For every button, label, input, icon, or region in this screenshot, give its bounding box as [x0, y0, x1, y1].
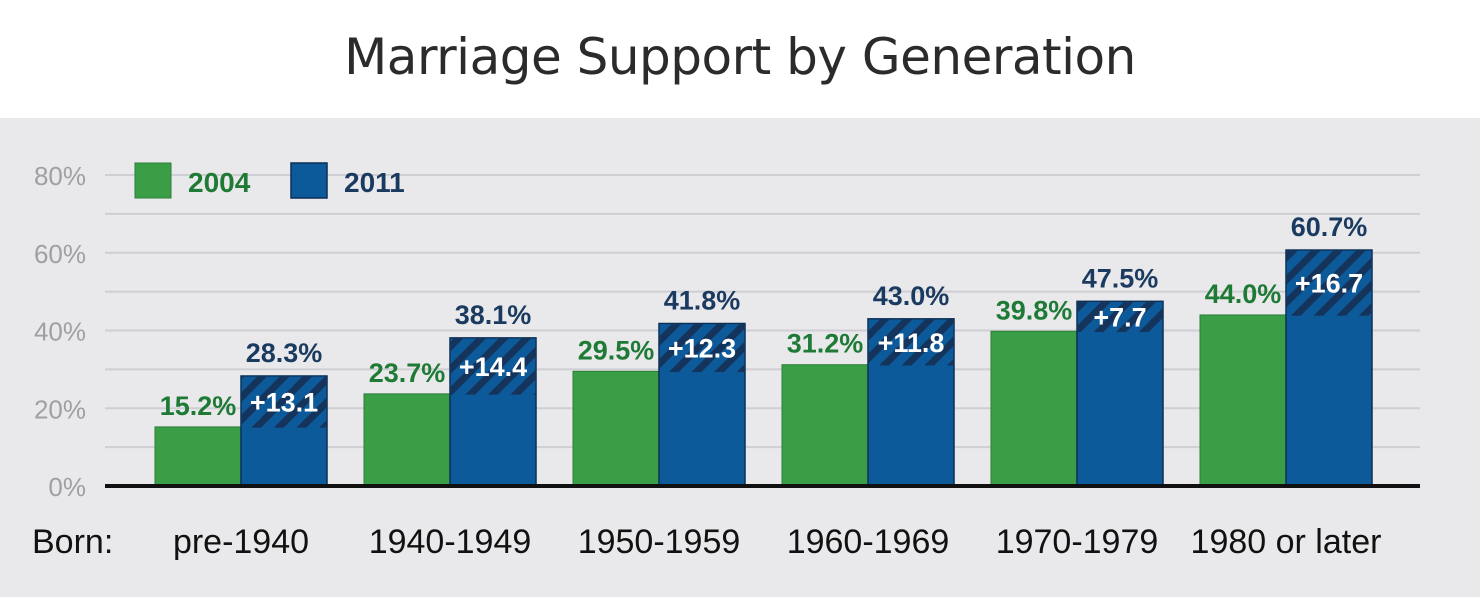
- legend-swatch-2004: [134, 162, 172, 199]
- bar-2011-increase-hatch: [1286, 250, 1372, 316]
- data-label-2011: 41.8%: [664, 286, 741, 316]
- change-label: +7.7: [1093, 302, 1146, 332]
- data-label-2004: 31.2%: [787, 329, 864, 359]
- x-tick-label: 1940-1949: [369, 523, 532, 561]
- data-label-2011: 38.1%: [455, 300, 532, 330]
- legend-label-2011: 2011: [344, 167, 405, 198]
- x-tick-label: 1950-1959: [578, 523, 741, 561]
- change-label: +13.1: [250, 387, 318, 417]
- data-label-2004: 15.2%: [160, 391, 237, 421]
- legend-swatch-2011: [290, 162, 328, 199]
- change-label: +12.3: [668, 333, 736, 363]
- bar-2004: [781, 364, 869, 487]
- data-label-2004: 23.7%: [369, 358, 446, 388]
- bar-2011: [1076, 300, 1164, 487]
- change-label: +14.4: [459, 352, 527, 382]
- x-tick-label: 1970-1979: [996, 523, 1159, 561]
- y-tick-label: 20%: [34, 394, 86, 424]
- y-tick-label: 60%: [34, 239, 86, 269]
- bar-2004: [154, 426, 242, 487]
- data-label-2011: 28.3%: [246, 338, 323, 368]
- data-label-2004: 44.0%: [1205, 279, 1282, 309]
- y-tick-label: 40%: [34, 317, 86, 347]
- data-label-2004: 29.5%: [578, 335, 655, 365]
- bar-2011-increase-hatch: [450, 338, 536, 395]
- change-label: +16.7: [1295, 268, 1363, 298]
- data-label-2011: 47.5%: [1082, 263, 1159, 293]
- change-label: +11.8: [878, 328, 945, 358]
- bar-2011-increase-hatch: [868, 319, 954, 366]
- data-label-2011: 43.0%: [873, 281, 950, 311]
- data-label-2011: 60.7%: [1291, 212, 1368, 242]
- bar-2004: [572, 370, 660, 487]
- bar-2011-increase-hatch: [1077, 302, 1163, 333]
- data-label-2004: 39.8%: [996, 295, 1073, 325]
- y-tick-label: 0%: [48, 472, 86, 502]
- x-tick-label: pre-1940: [173, 523, 309, 561]
- x-axis-label: Born:: [32, 523, 113, 561]
- bar-2011-increase-hatch: [241, 376, 327, 428]
- bar-2004: [363, 393, 451, 487]
- x-tick-label: 1960-1969: [787, 523, 950, 561]
- y-tick-label: 80%: [34, 161, 86, 191]
- chart-title: Marriage Support by Generation: [344, 28, 1136, 86]
- x-tick-label: 1980 or later: [1191, 523, 1382, 561]
- legend-label-2004: 2004: [188, 167, 251, 198]
- bar-2004: [1199, 314, 1287, 487]
- bar-2011-increase-hatch: [659, 324, 745, 373]
- bar-2004: [990, 330, 1078, 487]
